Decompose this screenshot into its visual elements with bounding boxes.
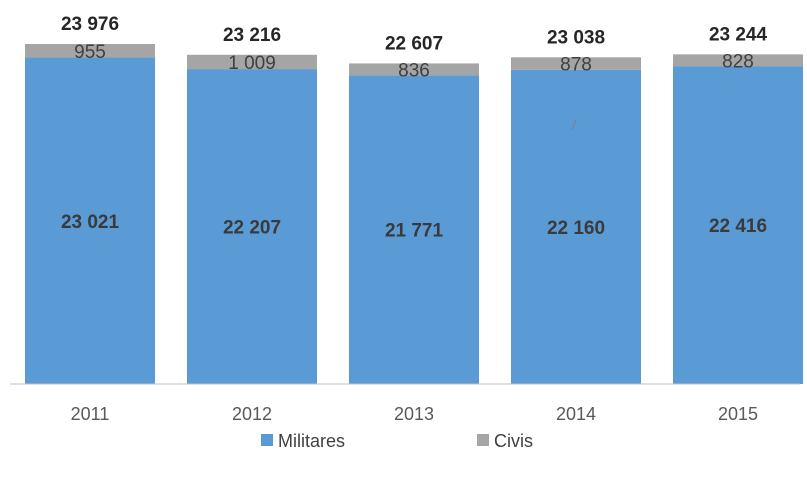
value-label-militares-2015: 22 416 (709, 216, 767, 237)
total-label-2015: 23 244 (709, 24, 768, 45)
legend: Militares Civis (261, 431, 533, 451)
bar-militares-2012 (187, 69, 317, 384)
bar-militares-2015 (673, 66, 803, 384)
bar-civis-2011 (25, 44, 155, 58)
value-label-militares-2012: 22 207 (223, 218, 281, 239)
total-label-2012: 23 216 (223, 25, 281, 46)
value-label-civis-2012: 1 009 (228, 53, 276, 74)
total-label-2014: 23 038 (547, 27, 605, 48)
value-label-civis-2013: 836 (398, 60, 430, 81)
legend-label-militares: Militares (278, 431, 345, 451)
total-label-2011: 23 976 (61, 14, 119, 35)
legend-swatch-militares (261, 434, 273, 446)
labels-layer: 23 021 955 23 976 22 207 1 009 23 216 21 771 83… (61, 14, 768, 242)
x-tick-2012: 2012 (232, 404, 272, 424)
bar-civis-2012 (187, 54, 317, 70)
value-label-militares-2013: 21 771 (385, 221, 444, 242)
value-label-civis-2011: 955 (74, 42, 106, 63)
total-label-2013: 22 607 (385, 33, 443, 54)
bar-civis-2014 (511, 57, 641, 70)
value-label-civis-2014: 878 (560, 55, 592, 76)
total-leader-line-2014 (571, 119, 577, 131)
bar-militares-2014 (511, 69, 641, 385)
legend-label-civis: Civis (494, 431, 533, 451)
value-label-civis-2015: 828 (722, 51, 754, 72)
x-tick-labels: 2011 2012 2013 2014 2015 (71, 404, 758, 424)
x-tick-2015: 2015 (718, 404, 758, 424)
legend-swatch-civis (477, 434, 489, 446)
bar-militares-2011 (25, 57, 155, 384)
bar-civis-2013 (349, 63, 479, 76)
bar-militares-2013 (349, 75, 479, 384)
value-label-militares-2014: 22 160 (547, 218, 605, 239)
bar-civis-2015 (673, 54, 803, 67)
x-tick-2013: 2013 (394, 404, 434, 424)
x-tick-2014: 2014 (556, 404, 596, 424)
value-label-militares-2011: 23 021 (61, 212, 120, 233)
x-tick-2011: 2011 (71, 404, 110, 424)
bars-layer (25, 44, 803, 385)
